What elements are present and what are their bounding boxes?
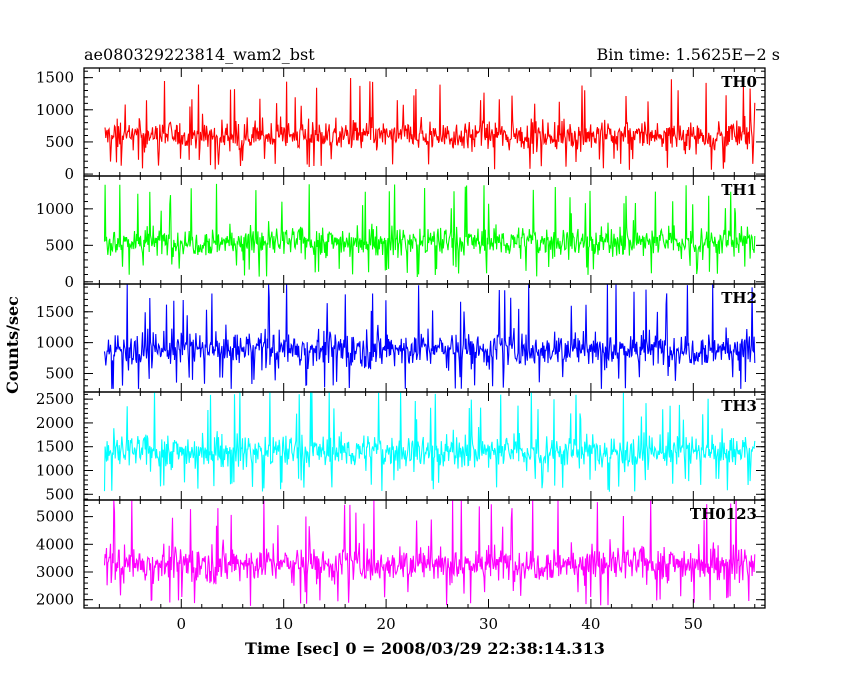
panel-th0: 0 500 1000 1500 TH0 <box>36 67 766 183</box>
y-tick-label: 4000 <box>36 535 74 553</box>
chart-title: ae080329223814_wam2_bst <box>84 45 315 64</box>
panel-th0123: 2000 3000 4000 5000 TH0123 <box>36 499 766 609</box>
y-tick-label: 0 <box>64 273 74 291</box>
y-tick-label: 5000 <box>36 508 74 526</box>
series-label-th3: TH3 <box>721 397 757 415</box>
panel-th3: 500 1000 1500 2000 2500 TH3 <box>36 390 766 503</box>
series-label-th0: TH0 <box>721 73 757 91</box>
series-line-th0123 <box>103 500 756 606</box>
series-label-th1: TH1 <box>721 181 757 199</box>
panel-frame <box>83 67 766 177</box>
y-tick-label: 1500 <box>36 69 74 87</box>
y-tick-label: 1000 <box>36 334 74 352</box>
series-label-th0123: TH0123 <box>690 505 757 523</box>
x-tick-label: 0 <box>177 615 187 633</box>
y-tick-label: 0 <box>64 165 74 183</box>
series-line-th3 <box>103 392 756 492</box>
y-tick-label: 1000 <box>36 101 74 119</box>
x-axis-label: Time [sec] 0 = 2008/03/29 22:38:14.313 <box>245 639 605 658</box>
y-tick-label: 500 <box>45 133 74 151</box>
y-tick-label: 500 <box>45 485 74 503</box>
series-line-th2 <box>103 284 756 389</box>
y-tick-label: 2500 <box>36 390 74 408</box>
panel-th2: 500 1000 1500 TH2 <box>36 283 766 393</box>
y-tick-label: 500 <box>45 236 74 254</box>
y-tick-label: 3000 <box>36 563 74 581</box>
series-line-th0 <box>104 77 756 170</box>
y-tick-label: 1500 <box>36 303 74 321</box>
y-tick-label: 1000 <box>36 462 74 480</box>
series-line-th1 <box>103 183 756 278</box>
x-tick-label: 40 <box>581 615 600 633</box>
y-tick-label: 500 <box>45 364 74 382</box>
x-tick-label: 30 <box>479 615 498 633</box>
y-axis-label: Counts/sec <box>3 296 22 394</box>
y-tick-label: 1500 <box>36 438 74 456</box>
y-tick-label: 2000 <box>36 414 74 432</box>
y-tick-label: 1000 <box>36 200 74 218</box>
x-tick-label: 10 <box>274 615 293 633</box>
panel-frame <box>83 499 766 609</box>
panel-th1: 0 500 1000 TH1 <box>36 175 766 291</box>
bin-time-label: Bin time: 1.5625E−2 s <box>597 45 780 64</box>
y-tick-label: 2000 <box>36 591 74 609</box>
x-tick-label: 50 <box>684 615 703 633</box>
x-tick-label: 20 <box>377 615 396 633</box>
series-label-th2: TH2 <box>721 289 757 307</box>
